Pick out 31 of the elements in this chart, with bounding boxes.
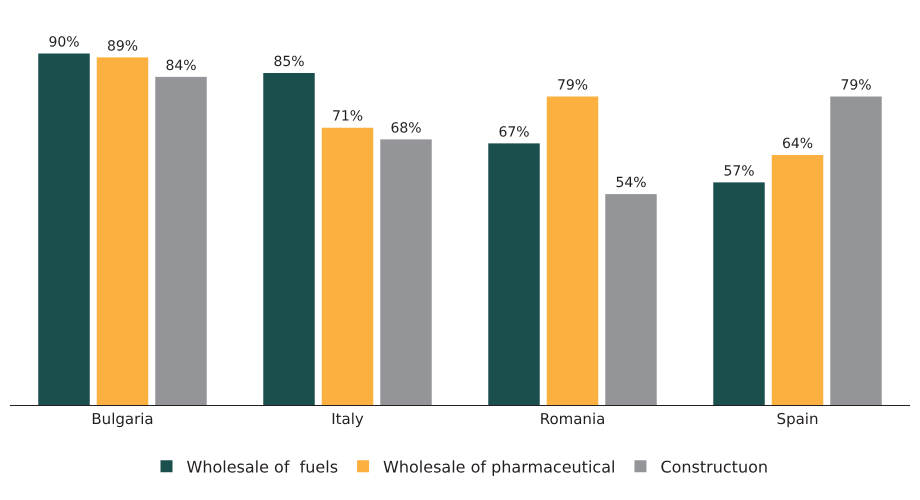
x-tick-label: Romania xyxy=(540,410,606,428)
bar xyxy=(38,54,90,405)
legend-label: Constructuon xyxy=(660,458,768,477)
bar xyxy=(380,139,432,405)
data-label: 57% xyxy=(723,163,755,180)
data-label: 54% xyxy=(615,175,647,192)
bar xyxy=(96,57,148,405)
bar xyxy=(322,128,374,405)
data-label: 90% xyxy=(48,34,80,50)
data-label: 89% xyxy=(106,38,138,54)
x-tick-label: Italy xyxy=(331,410,364,428)
bar xyxy=(713,182,765,405)
data-label: 79% xyxy=(556,77,588,94)
data-label: 79% xyxy=(840,77,872,94)
data-label: 64% xyxy=(782,136,814,152)
bar xyxy=(488,143,540,405)
legend-label: Wholesale of pharmaceutical xyxy=(383,458,616,477)
data-label: 85% xyxy=(273,54,305,70)
x-tick-label: Spain xyxy=(776,410,818,428)
legend-label: Wholesale of fuels xyxy=(186,458,338,477)
data-label: 84% xyxy=(165,58,197,74)
data-label: 71% xyxy=(332,108,364,125)
bar xyxy=(263,73,315,405)
bar xyxy=(546,96,598,405)
data-label: 68% xyxy=(390,120,422,136)
bar xyxy=(772,155,824,405)
bar xyxy=(155,76,207,405)
data-label: 67% xyxy=(498,124,530,140)
bar xyxy=(605,194,657,405)
x-tick-label: Bulgaria xyxy=(91,410,154,428)
bar xyxy=(830,96,882,405)
